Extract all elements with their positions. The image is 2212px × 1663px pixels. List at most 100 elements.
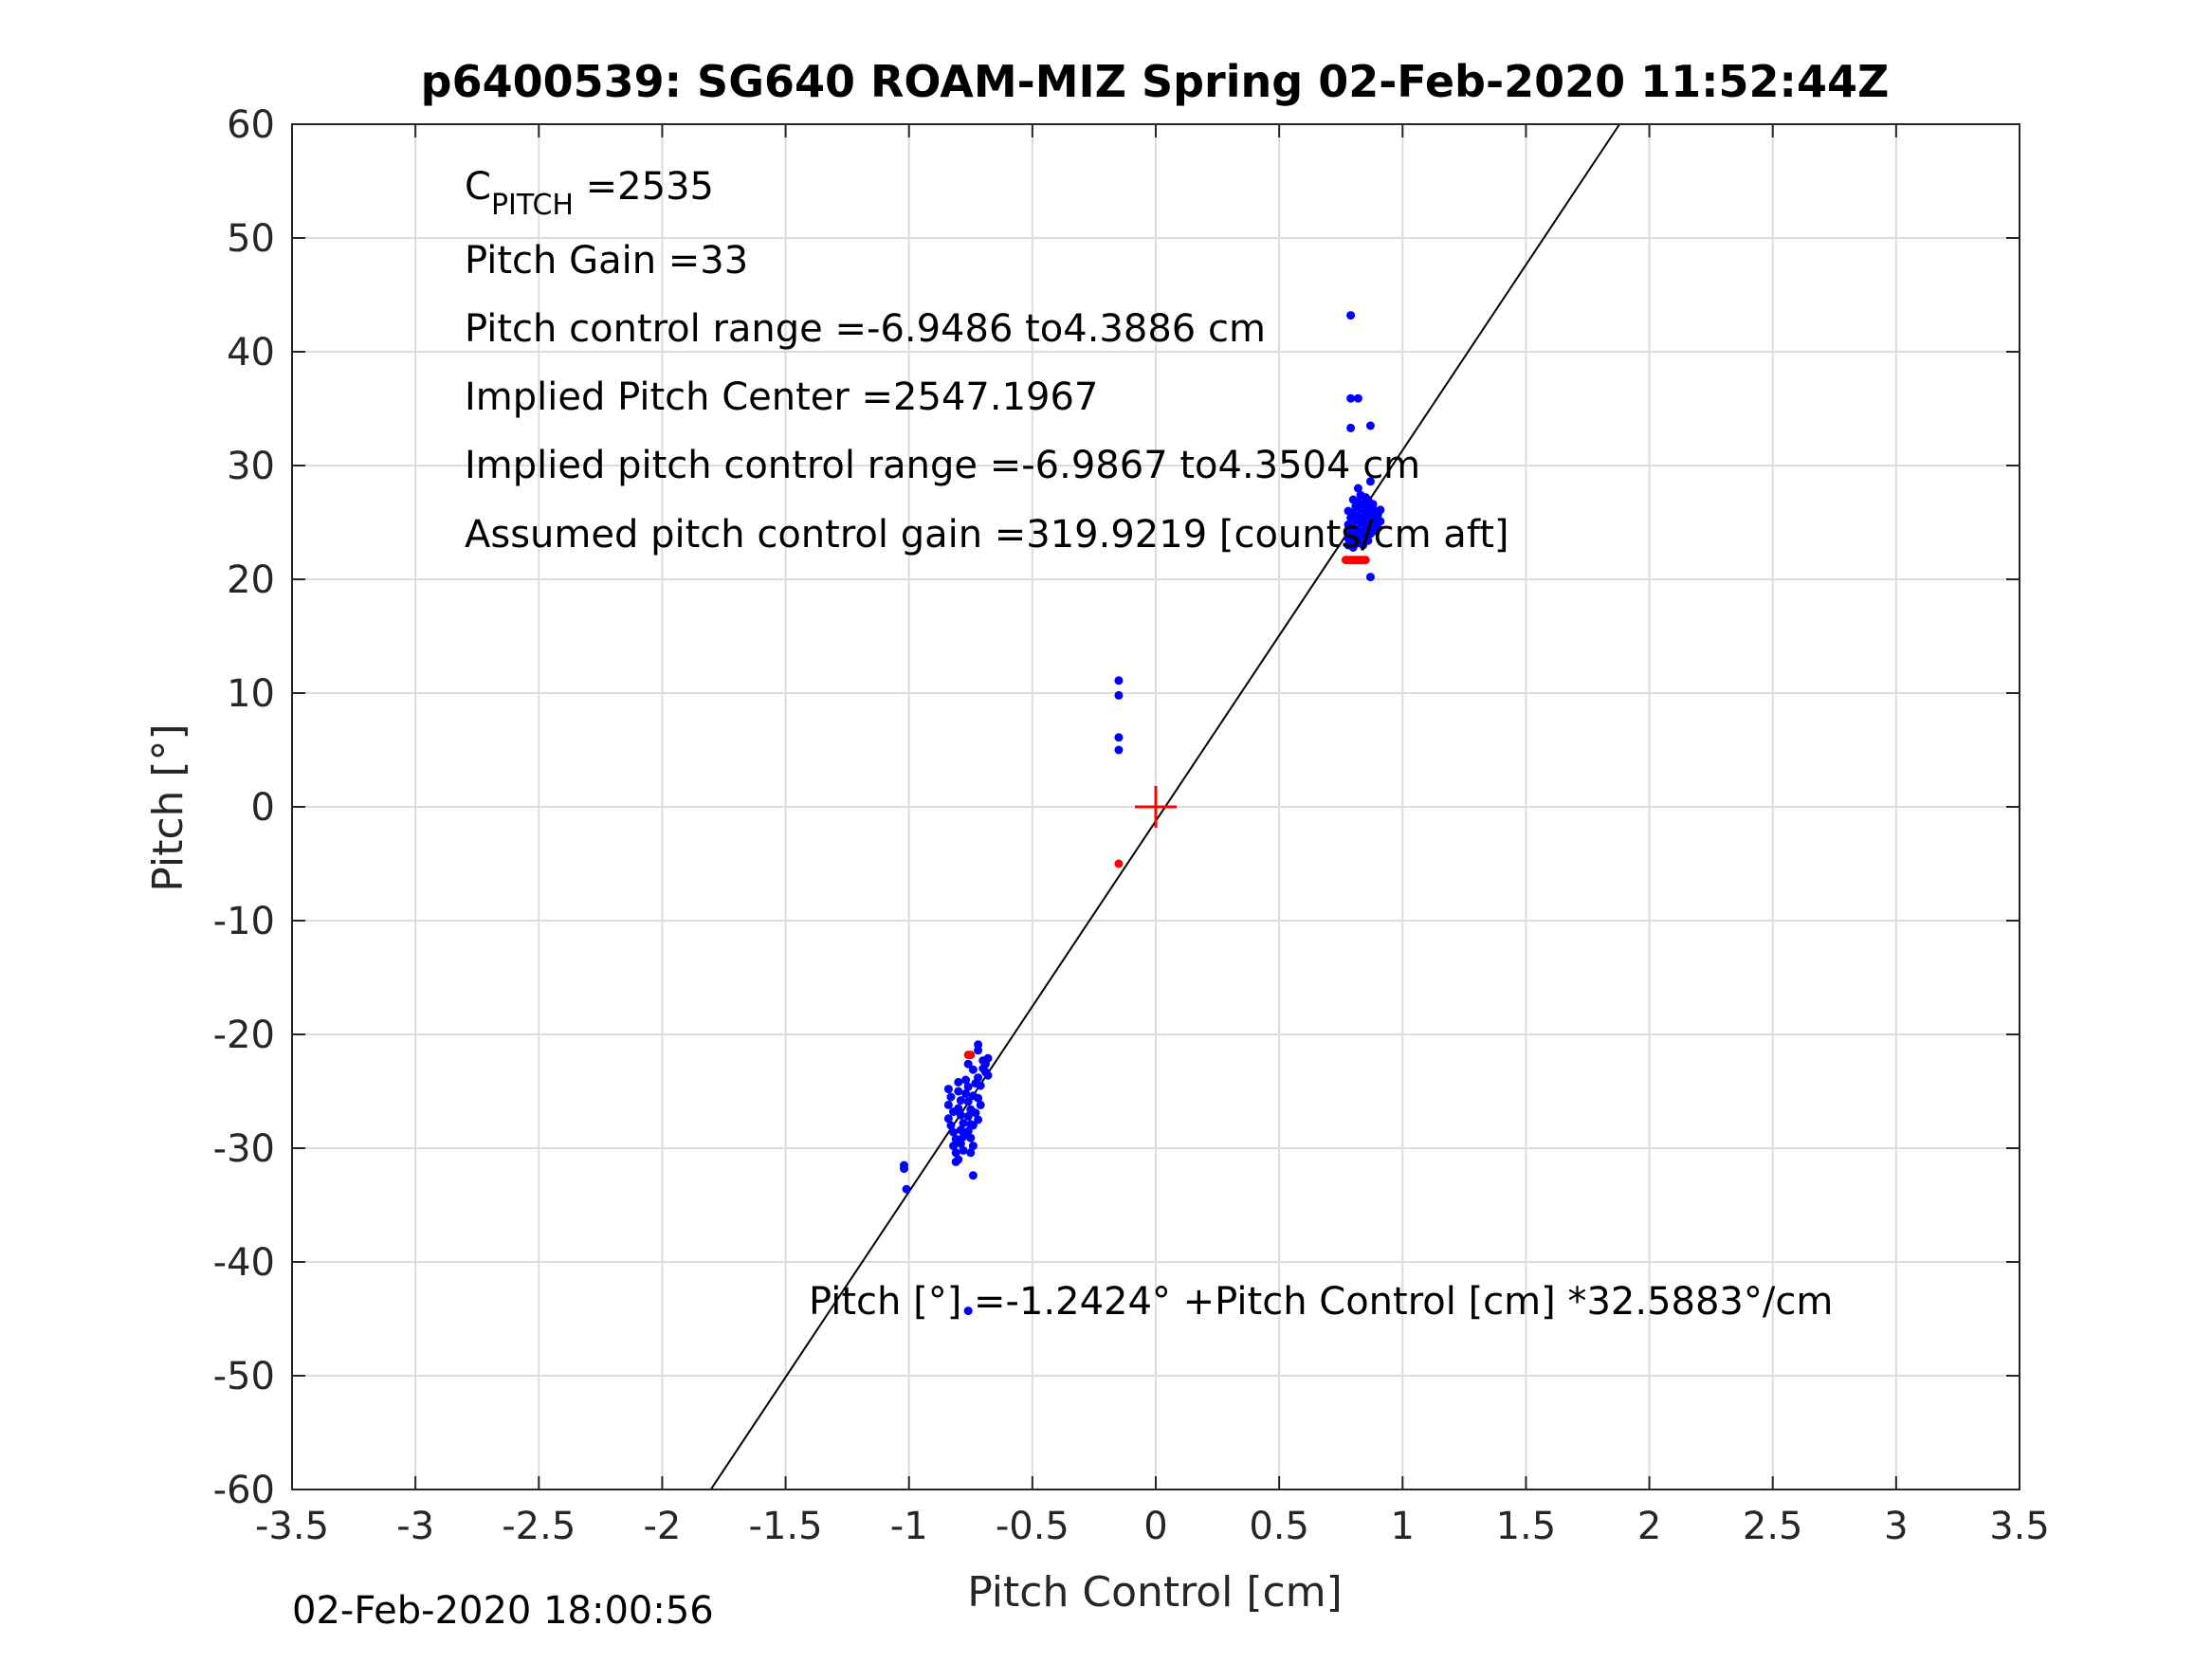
blue-data-point — [1114, 690, 1124, 700]
blue-data-point — [943, 1100, 953, 1109]
blue-data-point — [963, 1307, 973, 1316]
blue-data-point — [949, 1127, 959, 1137]
blue-data-point — [1365, 477, 1375, 486]
x-tick-label: -1.5 — [749, 1505, 823, 1548]
grid — [291, 123, 2020, 1490]
assumed-gain-annotation: Assumed pitch control gain =319.9219 [co… — [465, 513, 1508, 557]
red-data-point — [966, 1051, 976, 1060]
blue-data-point — [951, 1148, 960, 1158]
timestamp-footer: 02-Feb-2020 18:00:56 — [292, 1589, 714, 1633]
x-tick-label: 3 — [1884, 1505, 1908, 1548]
x-tick-label: 1 — [1391, 1505, 1415, 1548]
x-tick-label: -0.5 — [996, 1505, 1069, 1548]
c-pitch-subscript: PITCH — [491, 189, 574, 222]
x-tick-label: -1 — [890, 1505, 928, 1548]
blue-data-point — [959, 1119, 968, 1128]
blue-data-point — [943, 1114, 953, 1124]
blue-data-point — [951, 1157, 960, 1166]
center-marker-group — [1135, 786, 1177, 828]
blue-data-point — [983, 1053, 993, 1063]
y-tick-label: -40 — [213, 1241, 275, 1285]
blue-data-point — [1365, 573, 1375, 582]
fit-equation-annotation: Pitch [°] =-1.2424° +Pitch Control [cm] … — [809, 1280, 1833, 1324]
implied-pitch-center-annotation: Implied Pitch Center =2547.1967 — [465, 375, 1098, 419]
blue-data-point — [956, 1110, 965, 1120]
x-tick-label: -3 — [396, 1505, 434, 1548]
x-tick-label: 0 — [1143, 1505, 1167, 1548]
y-axis-label: Pitch [°] — [144, 723, 192, 891]
blue-data-point — [956, 1096, 965, 1106]
blue-data-point — [968, 1121, 978, 1130]
blue-data-point — [1114, 676, 1124, 685]
blue-data-point — [902, 1184, 911, 1194]
c-pitch-letter: C — [465, 165, 491, 209]
blue-data-point — [1368, 500, 1378, 509]
x-tick-label: 1.5 — [1496, 1505, 1557, 1548]
blue-data-point — [961, 1075, 971, 1085]
blue-data-point — [976, 1081, 985, 1090]
y-tick-label: 0 — [251, 786, 275, 830]
blue-data-point — [959, 1132, 968, 1142]
blue-data-point — [1365, 421, 1375, 430]
blue-data-point — [963, 1097, 973, 1106]
blue-data-point — [959, 1145, 968, 1155]
blue-data-point — [1114, 733, 1124, 742]
y-tick-label: 50 — [227, 217, 275, 261]
x-tick-label: -3.5 — [255, 1505, 329, 1548]
x-tick-label: 2 — [1637, 1505, 1661, 1548]
blue-data-point — [1376, 517, 1385, 526]
x-tick-label: 0.5 — [1249, 1505, 1309, 1548]
blue-data-point — [963, 1082, 973, 1091]
x-tick-label: -2 — [643, 1505, 681, 1548]
blue-data-point — [1346, 393, 1356, 403]
implied-pitch-control-range-annotation: Implied pitch control range =-6.9867 to4… — [465, 444, 1420, 487]
blue-data-point — [1353, 393, 1362, 403]
blue-data-point — [900, 1164, 909, 1174]
blue-data-point — [968, 1065, 978, 1074]
blue-data-point — [963, 1126, 973, 1136]
blue-data-point — [968, 1142, 978, 1151]
blue-data-point — [946, 1092, 956, 1102]
blue-data-point — [966, 1133, 976, 1142]
chart-title: p6400539: SG640 ROAM-MIZ Spring 02-Feb-2… — [421, 56, 1890, 107]
blue-data-point — [956, 1125, 965, 1135]
pitch-control-range-annotation: Pitch control range =-6.9486 to4.3886 cm — [465, 307, 1266, 351]
blue-data-point — [954, 1077, 963, 1087]
blue-data-point — [968, 1171, 978, 1180]
blue-data-point — [978, 1064, 988, 1073]
blue-data-point — [956, 1139, 965, 1148]
blue-data-point — [1346, 423, 1356, 432]
blue-data-point — [961, 1088, 971, 1098]
blue-data-point — [976, 1100, 985, 1109]
blue-data-point — [943, 1085, 953, 1094]
blue-data-point — [966, 1148, 976, 1158]
blue-data-point — [963, 1111, 973, 1121]
y-tick-label: 20 — [227, 558, 275, 602]
blue-data-point — [974, 1046, 983, 1055]
blue-data-point — [963, 1059, 973, 1069]
blue-data-point — [1353, 484, 1362, 493]
blue-data-point — [954, 1104, 963, 1113]
blue-data-point — [946, 1121, 956, 1130]
blue-data-point — [974, 1093, 983, 1103]
blue-data-point — [1114, 745, 1124, 755]
blue-data-point — [1373, 523, 1382, 533]
blue-data-point — [1363, 536, 1373, 545]
y-tick-label: 10 — [227, 672, 275, 716]
blue-data-point — [949, 1142, 959, 1151]
red-data-point — [1114, 859, 1124, 868]
blue-data-point — [1346, 311, 1356, 320]
c-pitch-value: =2535 — [574, 165, 714, 209]
pitch-gain-annotation: Pitch Gain =33 — [465, 239, 748, 283]
y-tick-label: -10 — [213, 900, 275, 943]
axis-ticks: -3.5 -3 -2.5 -2 -1.5 -1 -0.5 0 0.5 1 1.5 2 2.5 3 3.5 -6… — [213, 103, 2050, 1548]
y-tick-label: -50 — [213, 1355, 275, 1398]
blue-data-point — [971, 1108, 980, 1118]
blue-data-point — [974, 1115, 983, 1124]
x-axis-label: Pitch Control [cm] — [967, 1568, 1343, 1617]
x-tick-label: 2.5 — [1743, 1505, 1803, 1548]
y-tick-label: -60 — [213, 1469, 275, 1512]
y-tick-label: -20 — [213, 1014, 275, 1057]
